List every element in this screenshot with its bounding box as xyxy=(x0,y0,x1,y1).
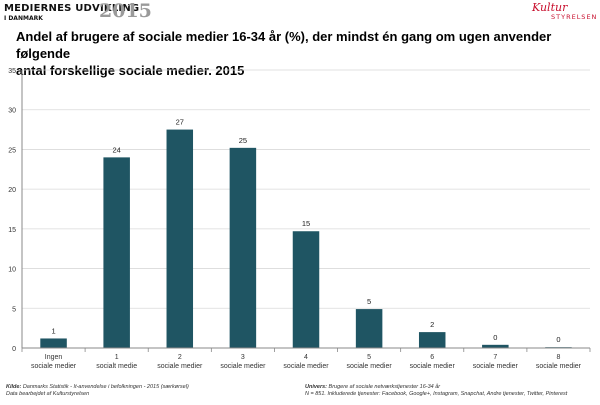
bar xyxy=(482,344,509,348)
data-label: 1 xyxy=(51,326,55,335)
bar xyxy=(103,157,130,348)
chart-title-line-1: Andel af brugere af sociale medier 16-34… xyxy=(16,29,552,61)
x-tick-label: Ingen sociale medier xyxy=(31,354,77,370)
data-label: 0 xyxy=(556,335,560,344)
universe-text: Brugere af sociale netværkstjenester 16-… xyxy=(328,384,441,390)
bar xyxy=(229,147,257,348)
data-label: 5 xyxy=(367,297,371,306)
y-tick-label: 15 xyxy=(8,227,16,234)
bar xyxy=(355,309,383,348)
bars xyxy=(40,129,572,348)
universe-note: Univers: Brugere af sociale netværkstjen… xyxy=(305,384,595,398)
kulturstyrelsen-logo-text: STYRELSEN xyxy=(551,13,598,21)
logo-year: 2015 xyxy=(99,0,152,22)
x-tick-label: 7 sociale medier xyxy=(473,354,519,370)
chart-title-line-2: antal forskellige sociale medier. 2015 xyxy=(16,63,245,78)
x-tick-label: 6 sociale medier xyxy=(410,354,456,370)
logo-title: MEDIERNES UDVIKLING xyxy=(4,3,140,14)
data-label: 15 xyxy=(302,219,310,228)
x-tick-label: 5 sociale medier xyxy=(347,354,393,370)
y-tick-label: 0 xyxy=(12,346,16,353)
x-tick-label: 8 sociale medier xyxy=(536,354,582,370)
x-tick-label: 2 sociale medier xyxy=(157,354,203,370)
sample-size-text: N = 851. Inkluderede tjenester: Facebook… xyxy=(305,391,568,397)
y-tick-label: 5 xyxy=(12,306,16,313)
x-axis-ticks: Ingen sociale medier 1 socialt medie 2 social… xyxy=(21,348,591,370)
source-note: Kilde: Danmarks Statistik - It-anvendels… xyxy=(6,384,296,398)
logo-subtitle: I DANMARK xyxy=(4,15,43,22)
processed-by-text: Data bearbejdet af Kulturstyrelsen xyxy=(6,391,90,397)
bar xyxy=(40,338,67,348)
bar xyxy=(292,231,320,348)
kulturstyrelsen-logo: Kultur STYRELSEN xyxy=(532,1,598,22)
chart-title: Andel af brugere af sociale medier 16-34… xyxy=(16,28,586,79)
data-label: 24 xyxy=(112,145,120,154)
bar xyxy=(418,332,446,348)
y-tick-label: 20 xyxy=(8,187,16,194)
y-tick-label: 30 xyxy=(8,108,16,115)
data-label: 2 xyxy=(430,320,434,329)
kulturstyrelsen-logo-script: Kultur xyxy=(532,1,568,14)
source-text: Danmarks Statistik - It-anvendelse i bef… xyxy=(22,384,189,390)
y-tick-label: 35 xyxy=(8,68,16,75)
y-tick-label: 25 xyxy=(8,147,16,154)
y-tick-label: 10 xyxy=(8,267,16,274)
y-axis-ticks: 0 5 10 15 20 25 30 35 xyxy=(8,68,16,353)
source-label: Kilde: xyxy=(6,384,22,390)
data-label: 25 xyxy=(239,136,247,145)
data-labels: 1 24 27 25 15 5 2 0 0 xyxy=(51,118,560,345)
x-tick-label: 1 socialt medie xyxy=(96,354,137,370)
medieudvikling-logo: MEDIERNES UDVIKLING I DANMARK 2015 xyxy=(4,0,152,24)
bar xyxy=(166,129,194,348)
universe-label: Univers: xyxy=(305,384,328,390)
data-label: 0 xyxy=(493,333,497,342)
x-tick-label: 4 sociale medier xyxy=(283,354,329,370)
data-label: 27 xyxy=(176,118,184,127)
x-tick-label: 3 sociale medier xyxy=(220,354,266,370)
